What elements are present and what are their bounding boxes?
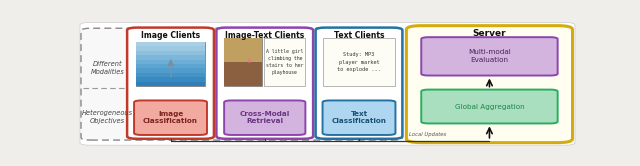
Text: Heterogeneous
Objectives: Heterogeneous Objectives [82,110,133,124]
Text: Global Aggregation: Global Aggregation [454,104,524,110]
Text: Image Clients: Image Clients [141,31,200,40]
FancyBboxPatch shape [136,42,205,86]
Text: ▲: ▲ [167,57,174,67]
Text: Text Clients: Text Clients [333,31,384,40]
FancyBboxPatch shape [406,26,573,143]
Text: Study: MP3
player market
to explode ...: Study: MP3 player market to explode ... [337,52,381,72]
FancyBboxPatch shape [127,28,214,139]
Bar [136,42,205,46]
Bar [136,77,205,82]
FancyBboxPatch shape [323,38,396,86]
Bar [136,64,205,69]
Bar [136,82,205,86]
FancyBboxPatch shape [80,22,575,145]
FancyBboxPatch shape [316,28,403,139]
FancyBboxPatch shape [224,100,305,135]
Text: |: | [168,64,173,77]
FancyBboxPatch shape [81,28,403,140]
Bar [136,46,205,51]
Bar [224,38,262,62]
FancyBboxPatch shape [216,28,313,139]
Text: Image-Text Clients: Image-Text Clients [225,31,305,40]
Text: Multi-modal
Evaluation: Multi-modal Evaluation [468,49,511,63]
Text: Server: Server [472,29,506,38]
FancyBboxPatch shape [421,90,557,124]
Text: Text
Classification: Text Classification [332,111,387,124]
Text: Local Updates: Local Updates [409,132,446,137]
Text: Different
Modalities: Different Modalities [90,61,124,76]
FancyBboxPatch shape [323,100,396,135]
Text: Cross-Modal
Retrieval: Cross-Modal Retrieval [239,111,290,124]
Bar [136,69,205,73]
Bar [136,73,205,77]
FancyBboxPatch shape [264,38,305,86]
FancyBboxPatch shape [224,38,262,86]
Text: Image
Classification: Image Classification [143,111,198,124]
Text: A little girl
climbing the
stairs to her
playhouse: A little girl climbing the stairs to her… [266,49,303,75]
Bar [136,60,205,64]
Bar [136,51,205,55]
Bar [136,55,205,60]
Bar [224,62,262,86]
FancyBboxPatch shape [421,37,557,76]
FancyBboxPatch shape [134,100,207,135]
